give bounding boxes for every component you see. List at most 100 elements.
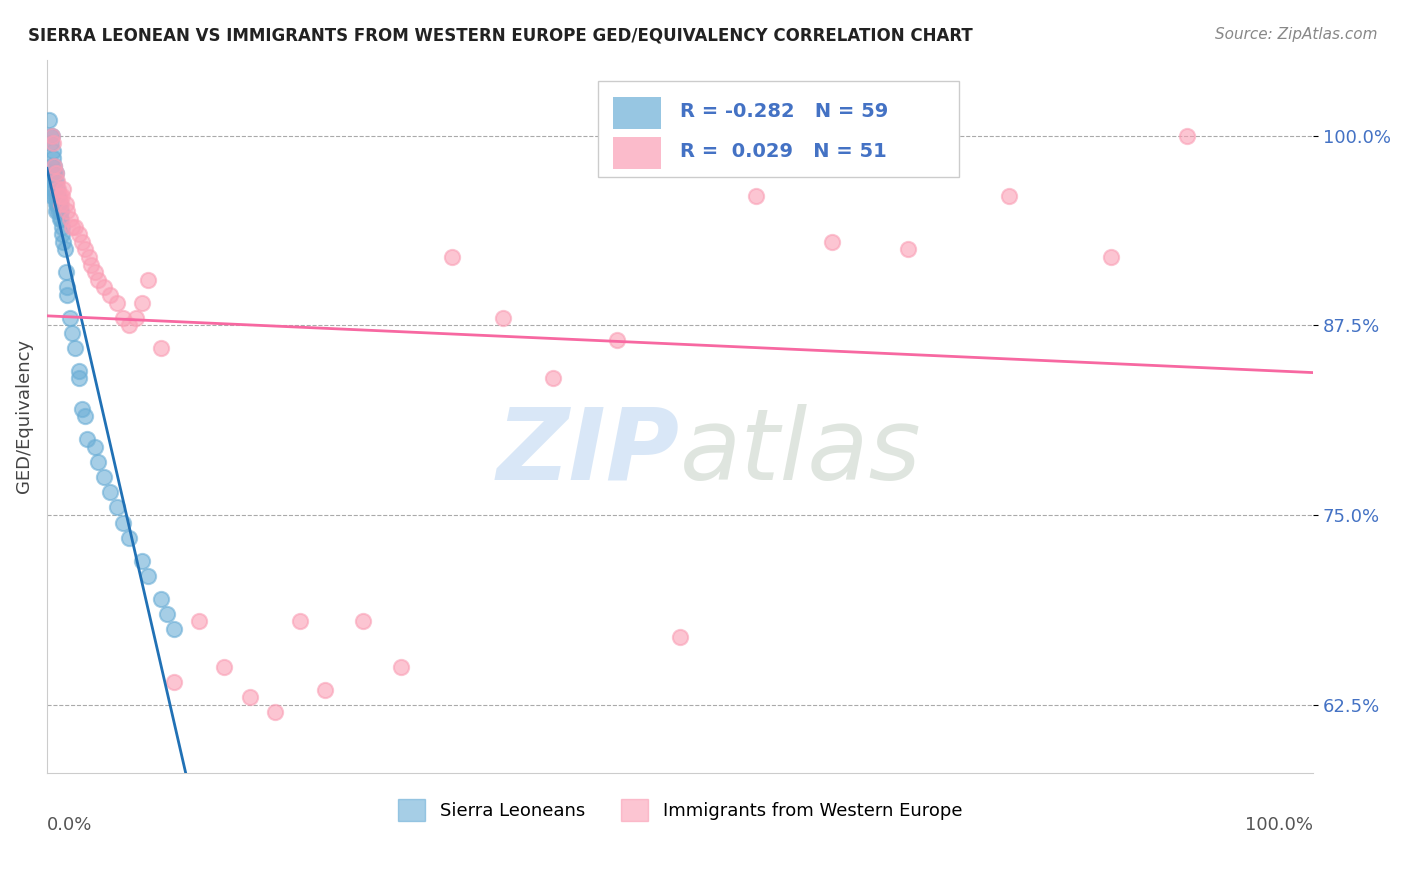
- Point: [46, 181, 69, 195]
- Point: [42, 166, 65, 180]
- Text: Source: ZipAtlas.com: Source: ZipAtlas.com: [1215, 27, 1378, 42]
- Point: [44, 159, 66, 173]
- Point: [73, 409, 96, 424]
- Point: [543, 371, 565, 385]
- Point: [52, 181, 75, 195]
- Point: [77, 250, 100, 264]
- Text: SIERRA LEONEAN VS IMMIGRANTS FROM WESTERN EUROPE GED/EQUIVALENCY CORRELATION CHA: SIERRA LEONEAN VS IMMIGRANTS FROM WESTER…: [28, 27, 973, 45]
- Text: 100.0%: 100.0%: [1246, 816, 1313, 834]
- Point: [42, 174, 65, 188]
- Point: [187, 615, 209, 629]
- Point: [80, 258, 103, 272]
- Point: [1175, 128, 1198, 143]
- Point: [46, 197, 69, 211]
- Point: [48, 189, 70, 203]
- Point: [39, 136, 62, 150]
- Point: [897, 243, 920, 257]
- Point: [105, 500, 128, 515]
- Point: [45, 166, 67, 180]
- Point: [669, 630, 692, 644]
- Point: [45, 174, 67, 188]
- Point: [118, 531, 141, 545]
- Point: [86, 455, 108, 469]
- Point: [441, 250, 464, 264]
- Point: [46, 181, 69, 195]
- Point: [63, 219, 86, 234]
- Point: [745, 189, 768, 203]
- Point: [606, 334, 628, 348]
- Point: [51, 189, 73, 203]
- Text: R =  0.029   N = 51: R = 0.029 N = 51: [681, 142, 887, 161]
- Point: [52, 235, 75, 249]
- Point: [98, 288, 121, 302]
- Point: [41, 128, 63, 143]
- Point: [149, 591, 172, 606]
- Point: [353, 615, 375, 629]
- Point: [38, 113, 60, 128]
- Point: [44, 189, 66, 203]
- Point: [39, 128, 62, 143]
- Point: [55, 265, 77, 279]
- Point: [49, 212, 72, 227]
- Point: [93, 470, 115, 484]
- Point: [46, 197, 69, 211]
- Point: [98, 485, 121, 500]
- Point: [212, 660, 235, 674]
- Point: [46, 189, 69, 203]
- Point: [67, 364, 90, 378]
- Point: [162, 675, 184, 690]
- Point: [263, 706, 285, 720]
- Point: [67, 371, 90, 385]
- Point: [156, 607, 179, 621]
- Text: R = -0.282   N = 59: R = -0.282 N = 59: [681, 103, 889, 121]
- Point: [45, 197, 67, 211]
- Point: [42, 144, 65, 158]
- Point: [51, 227, 73, 242]
- Point: [315, 682, 337, 697]
- Point: [44, 159, 66, 173]
- Point: [53, 243, 76, 257]
- Point: [391, 660, 413, 674]
- Point: [998, 189, 1021, 203]
- Point: [73, 243, 96, 257]
- Point: [41, 189, 63, 203]
- Point: [49, 204, 72, 219]
- Point: [56, 280, 79, 294]
- Point: [1099, 250, 1122, 264]
- Point: [44, 174, 66, 188]
- Point: [45, 204, 67, 219]
- Point: [131, 295, 153, 310]
- Point: [42, 151, 65, 165]
- Point: [48, 212, 70, 227]
- Text: 0.0%: 0.0%: [46, 816, 93, 834]
- Point: [105, 295, 128, 310]
- Point: [60, 219, 83, 234]
- Point: [124, 310, 146, 325]
- Point: [86, 273, 108, 287]
- Point: [63, 341, 86, 355]
- Text: atlas: atlas: [681, 403, 922, 500]
- Point: [111, 516, 134, 530]
- Point: [45, 189, 67, 203]
- Point: [46, 174, 69, 188]
- FancyBboxPatch shape: [613, 97, 661, 128]
- Point: [149, 341, 172, 355]
- Point: [55, 197, 77, 211]
- FancyBboxPatch shape: [598, 81, 959, 178]
- Point: [46, 189, 69, 203]
- Point: [67, 227, 90, 242]
- Point: [56, 288, 79, 302]
- Point: [59, 310, 82, 325]
- Point: [136, 273, 159, 287]
- Point: [76, 432, 98, 446]
- FancyBboxPatch shape: [613, 137, 661, 169]
- Point: [59, 212, 82, 227]
- Point: [44, 166, 66, 180]
- Point: [48, 204, 70, 219]
- Point: [48, 197, 70, 211]
- Point: [72, 235, 94, 249]
- Point: [72, 401, 94, 416]
- Y-axis label: GED/Equivalency: GED/Equivalency: [15, 339, 32, 493]
- Point: [111, 310, 134, 325]
- Point: [136, 569, 159, 583]
